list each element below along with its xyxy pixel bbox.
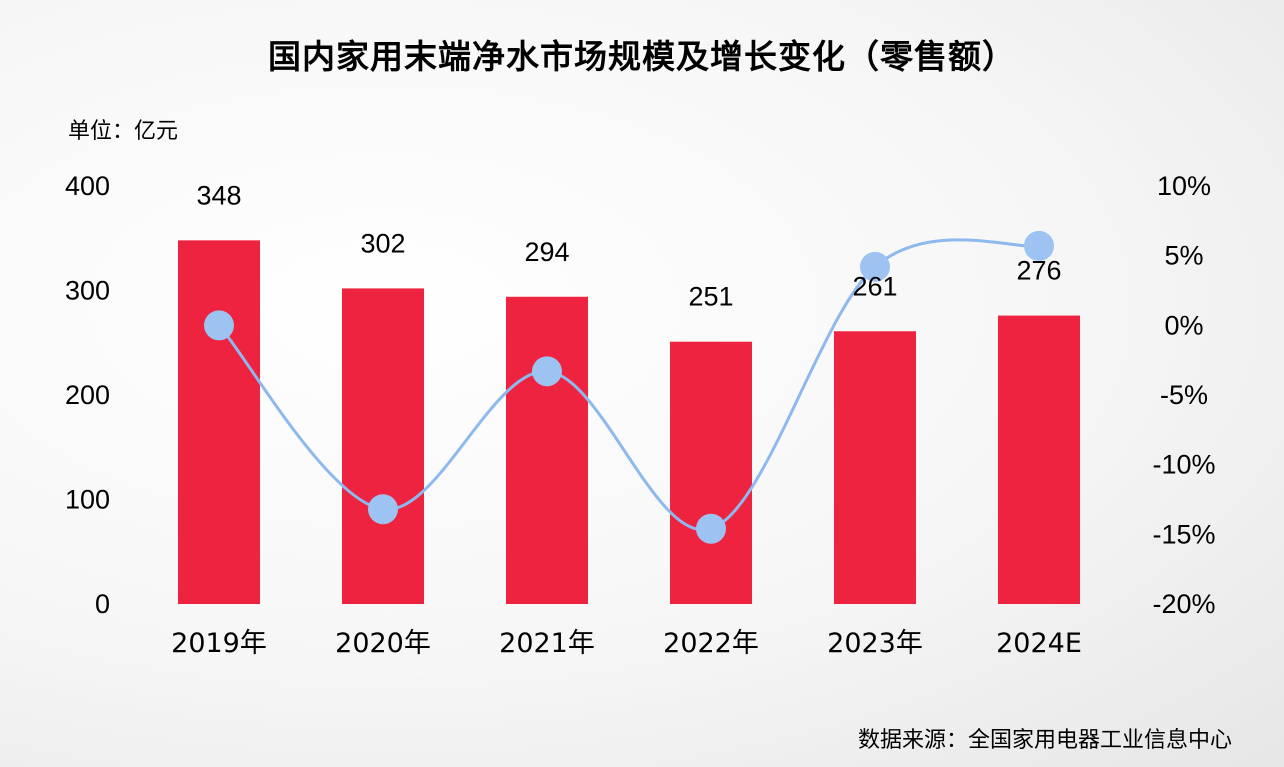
bar-value-label: 276 bbox=[1016, 256, 1061, 286]
x-tick-label: 2021年 bbox=[499, 628, 595, 659]
left-tick-label: 100 bbox=[65, 485, 110, 515]
right-tick-label: -10% bbox=[1152, 450, 1215, 480]
x-tick-label: 2024E bbox=[996, 628, 1082, 659]
bar-series bbox=[178, 240, 1080, 604]
bar bbox=[506, 296, 588, 604]
x-tick-label: 2020年 bbox=[335, 628, 431, 659]
right-tick-label: 10% bbox=[1157, 171, 1211, 201]
data-source: 数据来源：全国家用电器工业信息中心 bbox=[857, 728, 1232, 753]
bar bbox=[342, 288, 424, 604]
x-tick-label: 2022年 bbox=[663, 628, 759, 659]
right-tick-label: -15% bbox=[1152, 519, 1215, 549]
left-tick-label: 400 bbox=[65, 171, 110, 201]
growth-line-series bbox=[204, 230, 1054, 544]
right-tick-label: -20% bbox=[1152, 589, 1215, 619]
growth-point bbox=[368, 494, 398, 525]
chart-title: 国内家用末端净水市场规模及增长变化（零售额） bbox=[268, 37, 1016, 76]
left-tick-label: 300 bbox=[65, 276, 110, 306]
left-tick-label: 200 bbox=[65, 380, 110, 410]
bar-value-label: 302 bbox=[360, 228, 405, 258]
left-axis-ticks: 0 100 200 300 400 bbox=[65, 171, 110, 619]
unit-label: 单位：亿元 bbox=[68, 119, 179, 144]
bar-data-labels: 348 302 294 251 261 276 bbox=[196, 180, 1061, 311]
right-tick-label: -5% bbox=[1160, 380, 1208, 410]
right-axis-ticks: -20% -15% -10% -5% 0% 5% 10% bbox=[1152, 171, 1215, 619]
growth-point bbox=[1024, 230, 1054, 261]
right-tick-label: 0% bbox=[1164, 310, 1203, 340]
bar-value-label: 348 bbox=[196, 180, 241, 210]
growth-point bbox=[860, 251, 890, 282]
bar-value-label: 294 bbox=[524, 237, 569, 267]
bar-value-label: 251 bbox=[688, 282, 733, 312]
bar bbox=[834, 331, 916, 604]
left-tick-label: 0 bbox=[95, 589, 110, 619]
growth-point bbox=[696, 513, 726, 544]
bar-value-label: 261 bbox=[852, 271, 897, 301]
x-tick-label: 2019年 bbox=[171, 628, 267, 659]
bar bbox=[670, 341, 752, 604]
bar bbox=[178, 240, 260, 604]
growth-point bbox=[532, 356, 562, 387]
bar bbox=[998, 315, 1080, 604]
growth-point bbox=[204, 310, 234, 341]
right-tick-label: 5% bbox=[1164, 241, 1203, 271]
x-tick-label: 2023年 bbox=[827, 628, 923, 659]
x-axis-labels: 2019年 2020年 2021年 2022年 2023年 2024E bbox=[171, 628, 1082, 659]
